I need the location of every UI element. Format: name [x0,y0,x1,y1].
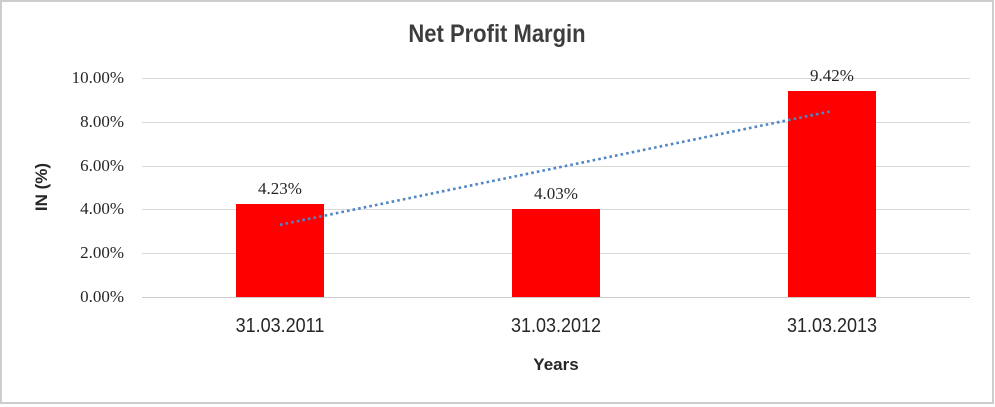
bar [788,90,876,297]
trendline-segment [279,109,833,227]
y-tick-label: 10.00% [71,68,124,87]
chart-title: Net Profit Margin [408,20,586,48]
gridline [142,297,970,298]
x-tick-label: 31.03.2012 [510,315,602,337]
x-axis-title: Years [533,355,579,374]
y-tick-label: 2.00% [80,243,124,263]
x-tick-label: 31.03.2011 [235,315,325,337]
y-tick-label: 4.00% [80,199,124,219]
gridline [142,165,970,167]
y-tick-label: 8.00% [80,111,124,131]
y-tick-label: 0.00% [80,287,124,306]
y-tick-label: 6.00% [80,155,124,175]
data-label: 4.03% [534,183,578,203]
data-label: 9.42% [810,65,854,85]
gridline [142,78,970,79]
x-tick-label: 31.03.2013 [786,315,878,337]
bar [512,208,600,297]
gridline [142,121,970,123]
data-label: 4.23% [258,179,302,199]
